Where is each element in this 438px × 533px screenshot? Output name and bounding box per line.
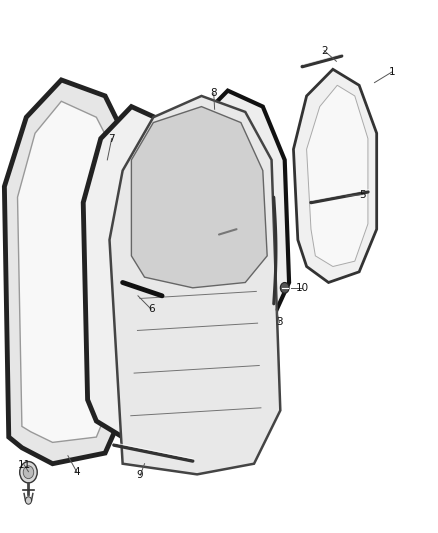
Polygon shape xyxy=(131,107,267,288)
Circle shape xyxy=(25,497,32,504)
Text: 1: 1 xyxy=(389,67,396,77)
Text: 7: 7 xyxy=(108,134,115,143)
Polygon shape xyxy=(83,107,193,437)
Polygon shape xyxy=(188,91,289,341)
Text: 10: 10 xyxy=(296,283,309,293)
Circle shape xyxy=(23,466,34,479)
Text: 3: 3 xyxy=(276,318,283,327)
Text: 2: 2 xyxy=(321,46,328,55)
Polygon shape xyxy=(110,96,280,474)
Polygon shape xyxy=(18,101,123,442)
Text: 11: 11 xyxy=(18,460,31,470)
Text: 5: 5 xyxy=(359,190,366,199)
Polygon shape xyxy=(4,80,136,464)
Polygon shape xyxy=(307,85,368,266)
Polygon shape xyxy=(293,69,377,282)
Text: 6: 6 xyxy=(148,304,155,314)
Text: 8: 8 xyxy=(210,88,217,98)
Text: 9: 9 xyxy=(137,471,144,480)
Circle shape xyxy=(280,282,289,293)
Circle shape xyxy=(20,462,37,483)
Text: 4: 4 xyxy=(73,467,80,477)
